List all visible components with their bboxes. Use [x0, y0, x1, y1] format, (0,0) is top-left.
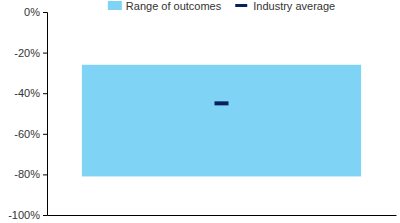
legend-swatch — [108, 1, 122, 10]
legend-label: Range of outcomes — [126, 0, 222, 12]
legend-swatch — [235, 4, 247, 7]
range-bar — [82, 65, 361, 177]
y-tick-label: -80% — [14, 168, 40, 180]
y-tick-label: -40% — [14, 87, 40, 99]
y-tick-mark — [43, 134, 47, 135]
y-tick-mark — [43, 53, 47, 54]
x-axis-line — [48, 215, 397, 216]
y-tick-mark — [43, 174, 47, 175]
y-tick-mark — [43, 93, 47, 94]
marks — [82, 65, 361, 177]
y-tick: -100% — [8, 209, 47, 221]
y-tick-mark — [43, 12, 47, 13]
chart: 0% -20% -40% -60% -80% -100% Range of outcomes… — [0, 0, 400, 223]
y-tick-label: 0% — [24, 6, 40, 18]
average-marker — [215, 101, 229, 105]
y-tick-mark — [43, 215, 47, 216]
legend-label: Industry average — [253, 0, 335, 12]
plot: 0% -20% -40% -60% -80% -100% — [8, 6, 396, 221]
y-tick-label: -60% — [14, 128, 40, 140]
y-tick: -80% — [14, 168, 47, 180]
y-axis-line — [43, 13, 48, 216]
legend-item: Range of outcomes — [108, 0, 222, 12]
y-tick-label: -20% — [14, 47, 40, 59]
y-axis: 0% -20% -40% -60% -80% -100% — [8, 6, 47, 221]
y-tick-label: -100% — [8, 209, 40, 221]
y-tick: 0% — [24, 6, 47, 18]
legend: Range of outcomes Industry average — [108, 0, 335, 12]
x-axis — [48, 215, 397, 217]
y-tick: -60% — [14, 128, 47, 140]
legend-item: Industry average — [235, 0, 335, 12]
y-tick: -20% — [14, 47, 47, 59]
y-tick: -40% — [14, 87, 47, 99]
